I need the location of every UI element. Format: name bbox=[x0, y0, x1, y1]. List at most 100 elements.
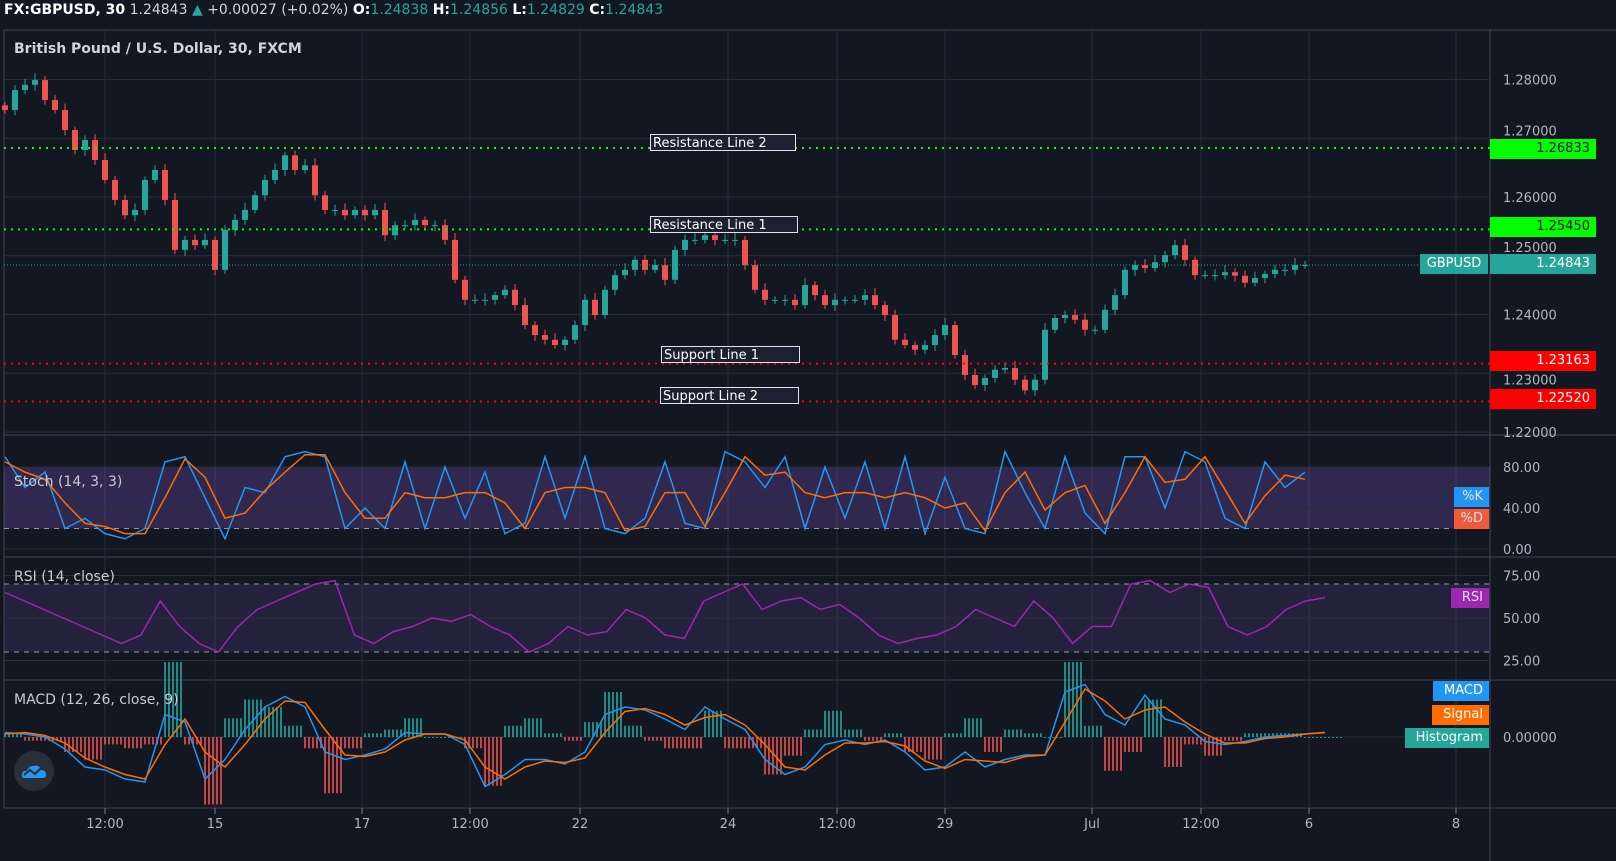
histogram-bar bbox=[1024, 733, 1026, 737]
histogram-bar bbox=[500, 737, 502, 786]
candle-body bbox=[1012, 367, 1018, 380]
histogram-bar bbox=[8, 733, 10, 737]
histogram-bar bbox=[364, 733, 366, 737]
histogram-bar bbox=[1112, 737, 1114, 771]
histogram-bar bbox=[656, 737, 658, 741]
histogram-bar bbox=[1156, 699, 1158, 737]
histogram-bar bbox=[1080, 662, 1082, 737]
histogram-bar bbox=[344, 737, 346, 749]
candle-body bbox=[792, 299, 798, 306]
signal-tag: Signal bbox=[1432, 705, 1489, 725]
candle bbox=[62, 103, 68, 136]
price-axis-label: 1.26000 bbox=[1503, 191, 1557, 206]
histogram-bar bbox=[1172, 737, 1174, 767]
candle bbox=[372, 204, 378, 220]
histogram-bar bbox=[480, 737, 482, 749]
histogram-bar bbox=[884, 733, 886, 737]
histogram-bar bbox=[1200, 737, 1202, 745]
histogram-bar bbox=[1324, 737, 1326, 738]
candle bbox=[1042, 323, 1048, 385]
histogram-bar bbox=[244, 699, 246, 737]
candle-body bbox=[1042, 329, 1048, 380]
histogram-bar bbox=[228, 718, 230, 737]
histogram-bar bbox=[584, 722, 586, 737]
symbol-tag: GBPUSD bbox=[1420, 254, 1488, 274]
candle bbox=[902, 333, 908, 349]
histogram-bar bbox=[176, 662, 178, 737]
histogram-bar bbox=[844, 729, 846, 737]
histogram-bar bbox=[136, 737, 138, 749]
histogram-bar bbox=[1176, 737, 1178, 767]
candle bbox=[662, 258, 668, 286]
histogram-bar bbox=[448, 737, 450, 738]
candle-body bbox=[1102, 309, 1108, 330]
histogram-bar bbox=[960, 733, 962, 737]
candle-body bbox=[22, 84, 28, 91]
candle bbox=[92, 134, 98, 165]
support-line-1-label[interactable]: Support Line 1 bbox=[661, 346, 800, 363]
histogram-bar bbox=[104, 737, 106, 745]
histogram-bar bbox=[1116, 737, 1118, 771]
histogram-bar bbox=[580, 737, 582, 741]
candle bbox=[212, 236, 218, 276]
histogram-bar bbox=[956, 733, 958, 737]
candle bbox=[582, 293, 588, 331]
rsi-label[interactable]: RSI (14, close) bbox=[14, 569, 115, 585]
histogram-bar bbox=[1268, 733, 1270, 737]
candle bbox=[1302, 260, 1308, 269]
candle-body bbox=[872, 295, 878, 306]
histogram-bar bbox=[696, 737, 698, 749]
histogram-bar bbox=[640, 725, 642, 737]
support-line-2-label[interactable]: Support Line 2 bbox=[660, 387, 799, 404]
histogram-bar bbox=[1028, 733, 1030, 737]
candle-body bbox=[92, 140, 98, 160]
candle-body bbox=[332, 209, 338, 211]
candle-body bbox=[772, 299, 778, 301]
time-axis-label: 8 bbox=[1452, 817, 1460, 832]
candle-body bbox=[32, 80, 38, 85]
histogram-bar bbox=[304, 737, 306, 749]
rsi-axis-label: 75.00 bbox=[1503, 570, 1540, 585]
support-2-price-tag: 1.22520 bbox=[1490, 389, 1596, 409]
candle bbox=[962, 349, 968, 381]
candle bbox=[1272, 265, 1278, 279]
macd-tag: MACD bbox=[1433, 681, 1489, 701]
histogram-bar bbox=[568, 737, 570, 741]
histogram-bar bbox=[748, 737, 750, 749]
histogram-bar bbox=[564, 737, 566, 741]
resistance-line-1-label[interactable]: Resistance Line 1 bbox=[650, 216, 798, 233]
histogram-bar bbox=[608, 692, 610, 737]
stoch-label[interactable]: Stoch (14, 3, 3) bbox=[14, 474, 123, 490]
histogram-bar bbox=[1304, 737, 1306, 738]
symbol-header: FX:GBPUSD, 30 1.24843 ▲ +0.00027 (+0.02%… bbox=[4, 2, 663, 18]
candle bbox=[282, 151, 288, 176]
histogram-bar bbox=[952, 733, 954, 737]
stoch-axis-label: 80.00 bbox=[1503, 461, 1540, 476]
tradingview-logo[interactable] bbox=[14, 751, 54, 791]
rsi-axis-label: 50.00 bbox=[1503, 612, 1540, 627]
histogram-bar bbox=[708, 710, 710, 737]
histogram-bar bbox=[164, 662, 166, 737]
candle-body bbox=[462, 279, 468, 300]
candle-body bbox=[602, 289, 608, 316]
histogram-bar bbox=[440, 737, 442, 738]
histogram-bar bbox=[716, 710, 718, 737]
histogram-bar bbox=[808, 729, 810, 737]
histogram-bar bbox=[356, 737, 358, 749]
cloud-chart-icon bbox=[21, 765, 46, 778]
macd-label[interactable]: MACD (12, 26, close, 9) bbox=[14, 692, 179, 708]
candle bbox=[1242, 270, 1248, 288]
candle-body bbox=[142, 179, 148, 210]
histogram-bar bbox=[996, 737, 998, 752]
candle-body bbox=[1032, 379, 1038, 391]
histogram-bar bbox=[1140, 737, 1142, 752]
candle-body bbox=[572, 325, 578, 340]
histogram-bar bbox=[652, 737, 654, 741]
histogram-bar bbox=[248, 699, 250, 737]
resistance-line-2-label[interactable]: Resistance Line 2 bbox=[650, 134, 796, 151]
candle-body bbox=[442, 225, 448, 240]
candle bbox=[1012, 360, 1018, 385]
candle-body bbox=[1282, 269, 1288, 271]
histogram-bar bbox=[1128, 737, 1130, 752]
